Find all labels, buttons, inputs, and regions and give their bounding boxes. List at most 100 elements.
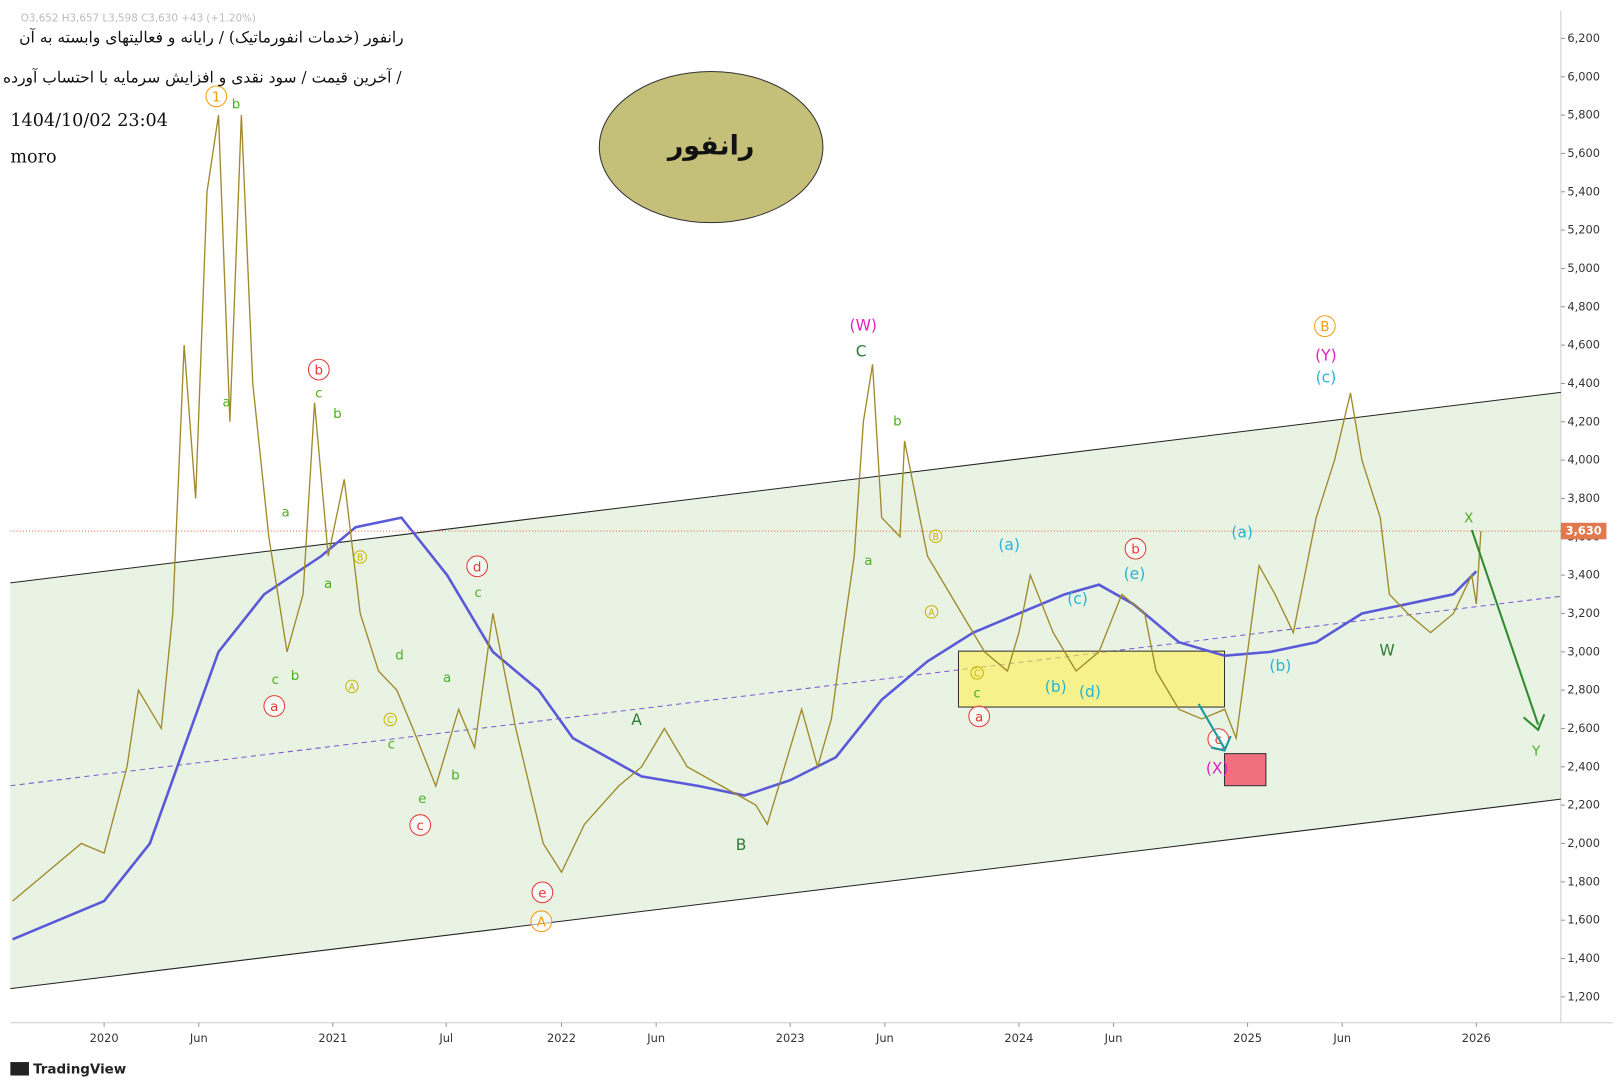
label-ring <box>1124 537 1147 560</box>
label-ring <box>345 679 359 694</box>
x-tick-label: 2020 <box>90 1031 119 1045</box>
wave-label: Y <box>1531 745 1541 760</box>
y-tick-label: 4,200 <box>1567 414 1600 428</box>
label-ring <box>383 712 397 727</box>
last-price-tag <box>1560 522 1607 540</box>
wave-label: a <box>324 577 332 592</box>
wave-label: B <box>1320 320 1329 335</box>
wave-label: C <box>974 668 980 679</box>
wave-label: c <box>1215 733 1222 748</box>
timestamp: 1404/10/02 23:04 <box>10 111 168 131</box>
y-tick-label: 2,400 <box>1567 759 1600 773</box>
label-ring <box>531 881 554 904</box>
y-tick-label: 2,000 <box>1567 836 1600 850</box>
wave-label: B <box>736 836 747 854</box>
y-tick-label: 2,200 <box>1567 798 1600 812</box>
y-tick-label: 3,000 <box>1567 644 1600 658</box>
ohlc-line: O3,652 H3,657 L3,598 C3,630 +43 (+1.20%) <box>21 13 256 25</box>
wave-label: X <box>1464 512 1473 527</box>
wave-label: B <box>933 532 939 543</box>
y-tick-label: 2,600 <box>1567 721 1600 735</box>
label-ring <box>970 666 984 680</box>
wave-label: (a) <box>998 536 1020 554</box>
wave-label: A <box>349 682 356 693</box>
wave-label: (b) <box>1269 657 1291 675</box>
channel-upper <box>10 391 1561 584</box>
wave-label: a <box>443 671 451 686</box>
y-tick-label: 1,600 <box>1567 913 1600 927</box>
y-tick-label: 6,200 <box>1567 31 1600 45</box>
wave-label: b <box>291 669 300 684</box>
y-tick-label: 6,000 <box>1567 69 1600 83</box>
wave-label: a <box>223 396 231 411</box>
y-tick-label: 4,400 <box>1567 376 1600 390</box>
wave-label: c <box>973 687 980 702</box>
wave-label: (Y) <box>1315 347 1337 365</box>
wave-label: d <box>395 648 404 663</box>
label-ring <box>530 910 553 933</box>
subtitle: آخرین قیمت / سود نقدی و افزایش سرمایه با… <box>3 67 402 87</box>
wave-label: e <box>538 886 546 901</box>
wave-label: a <box>270 700 278 715</box>
wave-label: b <box>1131 543 1140 558</box>
drop-arrow <box>1197 703 1226 749</box>
last-price-label: 3,630 <box>1566 524 1602 538</box>
label-ring <box>924 605 939 619</box>
wave-label: (b) <box>1045 678 1067 696</box>
wave-label: 1 <box>212 90 221 105</box>
y-tick-label: 1,200 <box>1567 989 1600 1003</box>
wave-label: b <box>451 768 460 783</box>
x-tick-label: 2026 <box>1462 1031 1491 1045</box>
badge-text: رانفور <box>666 131 755 162</box>
x-tick-label: 2024 <box>1004 1031 1033 1045</box>
channel-fill <box>10 392 1561 989</box>
wave-label: b <box>333 407 342 422</box>
wave-label: b <box>232 98 241 113</box>
x-tick-label: 2025 <box>1233 1031 1262 1045</box>
label-ring <box>353 550 367 564</box>
wave-label: a <box>975 710 983 725</box>
x-tick-label: Jun <box>1104 1031 1123 1045</box>
y-tick-label: 5,600 <box>1567 146 1600 160</box>
badge-ellipse <box>598 70 824 224</box>
y-tick-label: 5,400 <box>1567 184 1600 198</box>
x-tick-label: Jun <box>646 1031 665 1045</box>
label-ring <box>928 529 943 543</box>
y-tick-label: 5,800 <box>1567 108 1600 122</box>
wave-label: W <box>1379 642 1394 660</box>
wave-label: A <box>537 915 547 930</box>
wave-label: (e) <box>1124 565 1146 583</box>
arrow-head <box>1522 713 1546 732</box>
wave-label: (a) <box>1231 524 1253 542</box>
wave-label: d <box>473 560 482 575</box>
y-tick-label: 4,800 <box>1567 299 1600 313</box>
wave-label: e <box>418 792 426 807</box>
projection-arrow <box>1470 529 1540 725</box>
title: رانفور (خدمات انفورماتیک) / رایانه و فعا… <box>19 26 404 46</box>
brand-logo <box>10 1062 29 1076</box>
wave-label: c <box>475 586 482 601</box>
wave-label: c <box>417 819 424 834</box>
price-line <box>12 114 1482 902</box>
wave-label: B <box>357 552 363 563</box>
y-tick-label: 1,400 <box>1567 951 1600 965</box>
y-tick-label: 3,800 <box>1567 491 1600 505</box>
label-ring <box>307 358 330 381</box>
x-tick-label: 2022 <box>547 1031 576 1045</box>
channel-lower <box>10 798 1561 990</box>
wave-label: (d) <box>1079 683 1101 701</box>
y-tick-label: 3,400 <box>1567 568 1600 582</box>
wave-label: c <box>388 737 395 752</box>
label-ring <box>205 85 228 108</box>
x-tick-label: 2021 <box>318 1031 347 1045</box>
label-ring <box>968 705 991 728</box>
y-tick-label: 1,800 <box>1567 874 1600 888</box>
y-tick-label: 5,200 <box>1567 223 1600 237</box>
x-tick-label: Jun <box>875 1031 894 1045</box>
wave-label: A <box>928 607 935 618</box>
wave-label: b <box>315 364 324 379</box>
label-ring <box>466 555 489 578</box>
x-tick-label: Jun <box>1332 1031 1351 1045</box>
y-tick-label: 2,800 <box>1567 683 1600 697</box>
